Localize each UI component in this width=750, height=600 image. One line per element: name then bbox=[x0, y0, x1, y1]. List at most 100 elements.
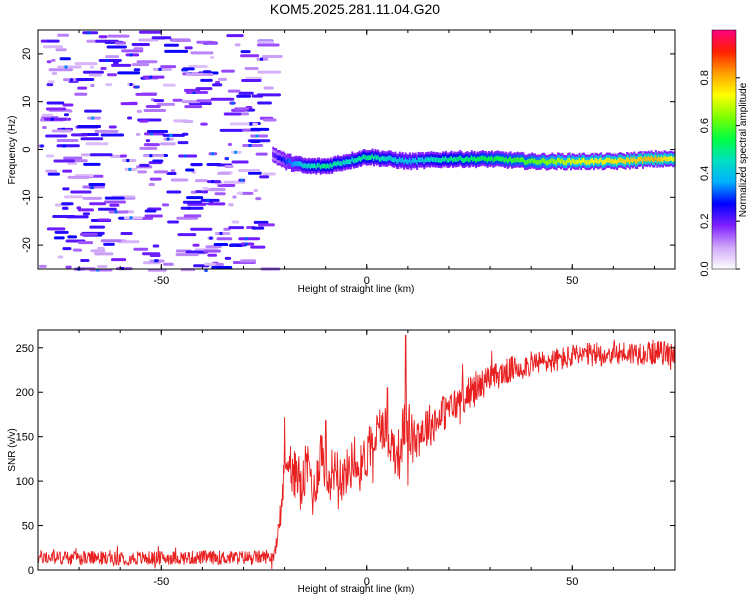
heatmap-cell bbox=[135, 92, 157, 96]
heatmap-cell bbox=[623, 158, 626, 164]
colorbar-ticks: 0.0 0.2 0.4 0.6 0.8 bbox=[699, 29, 740, 277]
heatmap-cell bbox=[135, 85, 139, 89]
heatmap-cell bbox=[70, 190, 92, 194]
heatmap-cell bbox=[190, 163, 203, 167]
heatmap-y-tick-label: 10 bbox=[21, 96, 33, 108]
heatmap-cell bbox=[240, 178, 244, 182]
heatmap-cell bbox=[46, 154, 54, 158]
heatmap-cell bbox=[518, 157, 521, 163]
heatmap-cell bbox=[511, 158, 514, 164]
heatmap-cell bbox=[188, 64, 208, 68]
heatmap-cell bbox=[272, 152, 275, 157]
heatmap-cell bbox=[603, 159, 606, 165]
heatmap-cell bbox=[614, 158, 617, 164]
heatmap-cell bbox=[488, 156, 491, 162]
heatmap-cell bbox=[329, 162, 332, 168]
heatmap-cell bbox=[641, 158, 644, 164]
heatmap-cell bbox=[190, 190, 197, 194]
heatmap-cell bbox=[659, 157, 662, 163]
heatmap-cell bbox=[437, 157, 440, 163]
heatmap-cell bbox=[454, 157, 457, 163]
heatmap-cell bbox=[40, 39, 48, 43]
heatmap-cell bbox=[170, 178, 189, 182]
heatmap-cell bbox=[296, 161, 299, 167]
heatmap-cell bbox=[312, 163, 315, 169]
heatmap-cell bbox=[144, 209, 157, 213]
heatmap-cell bbox=[423, 159, 426, 164]
heatmap-cell bbox=[544, 158, 547, 164]
heatmap-cell bbox=[528, 158, 531, 164]
heatmap-cell bbox=[224, 164, 234, 168]
heatmap-cell bbox=[206, 41, 218, 45]
heatmap-cell bbox=[639, 156, 642, 162]
heatmap-cell bbox=[630, 157, 633, 163]
heatmap-cell bbox=[526, 159, 529, 165]
heatmap-cell bbox=[640, 156, 643, 162]
heatmap-cell bbox=[214, 231, 231, 235]
heatmap-cell bbox=[657, 156, 660, 162]
heatmap-cell bbox=[181, 100, 201, 104]
heatmap-cell bbox=[301, 162, 304, 168]
heatmap-cell bbox=[508, 157, 511, 163]
heatmap-cell bbox=[239, 191, 254, 195]
heatmap-cell bbox=[82, 70, 104, 74]
heatmap-cell bbox=[231, 160, 249, 164]
heatmap-x-tick-label: -50 bbox=[153, 275, 169, 287]
heatmap-cell bbox=[610, 159, 613, 164]
heatmap-cell bbox=[332, 161, 335, 167]
heatmap-cell bbox=[172, 98, 183, 102]
heatmap-x-ticks: -50 0 50 bbox=[37, 30, 655, 287]
heatmap-cell bbox=[406, 159, 409, 165]
heatmap-cell bbox=[549, 159, 552, 164]
heatmap-cell bbox=[120, 102, 138, 106]
heatmap-cell bbox=[644, 156, 647, 162]
heatmap-cell bbox=[460, 156, 463, 162]
heatmap-cell bbox=[621, 158, 624, 164]
heatmap-cell bbox=[152, 67, 172, 71]
heatmap-cell bbox=[232, 195, 237, 199]
heatmap-cell bbox=[670, 155, 673, 161]
heatmap-cell bbox=[558, 158, 561, 163]
heatmap-cell bbox=[76, 206, 82, 210]
heatmap-cell bbox=[162, 133, 185, 137]
heatmap-cell bbox=[598, 158, 601, 164]
heatmap-cell bbox=[61, 206, 69, 210]
heatmap-cell bbox=[355, 157, 358, 163]
heatmap-cell bbox=[257, 43, 280, 47]
heatmap-cell bbox=[57, 65, 82, 69]
heatmap-cell bbox=[395, 158, 398, 164]
heatmap-cell bbox=[429, 157, 432, 163]
heatmap-cell bbox=[293, 161, 296, 167]
heatmap-cell bbox=[600, 157, 603, 163]
heatmap-cell bbox=[662, 157, 665, 163]
heatmap-cell bbox=[476, 156, 479, 162]
heatmap-cell bbox=[381, 155, 384, 161]
heatmap-cell bbox=[660, 156, 663, 162]
heatmap-cell bbox=[204, 268, 208, 272]
heatmap-cell bbox=[385, 156, 388, 162]
heatmap-cell bbox=[289, 158, 292, 164]
heatmap-cell bbox=[275, 153, 278, 159]
heatmap-cell bbox=[368, 155, 371, 161]
heatmap-cell bbox=[391, 157, 394, 163]
heatmap-cell bbox=[51, 58, 56, 62]
heatmap-cell bbox=[498, 156, 501, 162]
heatmap-cell bbox=[499, 156, 502, 162]
heatmap-cell bbox=[228, 203, 234, 207]
heatmap-cell bbox=[467, 157, 470, 163]
heatmap-cell bbox=[202, 70, 212, 74]
heatmap-cell bbox=[139, 146, 158, 150]
heatmap-cell bbox=[319, 164, 322, 170]
heatmap-cell bbox=[324, 163, 327, 169]
heatmap-cell bbox=[255, 197, 262, 201]
heatmap-cell bbox=[156, 102, 175, 106]
heatmap-cell bbox=[278, 155, 281, 161]
heatmap-cell bbox=[624, 159, 627, 165]
heatmap-cell bbox=[107, 34, 130, 38]
heatmap-cell bbox=[285, 160, 288, 166]
heatmap-cell bbox=[410, 160, 413, 165]
heatmap-cell bbox=[38, 264, 47, 268]
heatmap-cell bbox=[554, 159, 557, 165]
heatmap-cell bbox=[613, 159, 616, 165]
heatmap-cell bbox=[77, 125, 102, 129]
